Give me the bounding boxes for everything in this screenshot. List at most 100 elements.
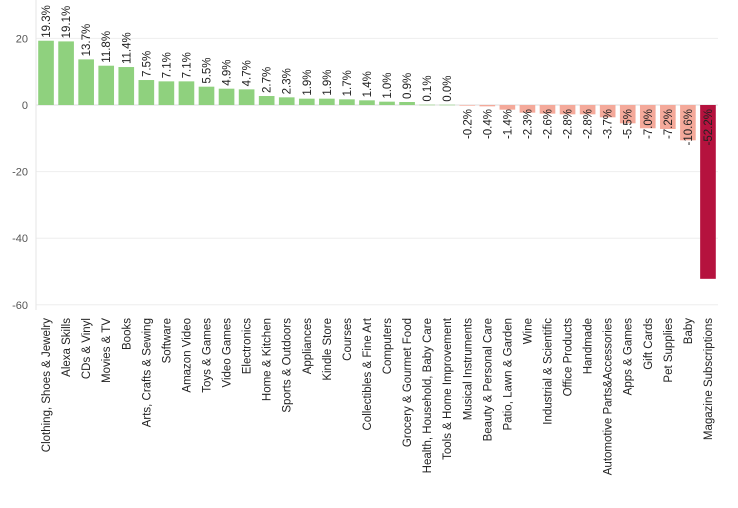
gridlines	[36, 37, 718, 306]
category-label: Home & Kitchen	[262, 318, 274, 401]
bar	[98, 65, 115, 105]
bar	[539, 105, 556, 114]
category-label: Video Games	[222, 318, 234, 388]
bar-value-label: 1.9%	[322, 69, 334, 95]
bar	[319, 98, 335, 105]
bar-value-label: -7.2%	[663, 109, 675, 139]
bar	[339, 99, 355, 105]
bar-value-label: 4.7%	[242, 60, 254, 86]
bar-value-label: -0.4%	[482, 109, 494, 139]
bar	[359, 100, 375, 105]
bar-value-label: 7.5%	[141, 51, 153, 77]
bar-value-label: 0.9%	[402, 73, 414, 99]
bar-value-label: -2.6%	[543, 109, 555, 139]
bar	[559, 105, 576, 115]
bar	[599, 105, 616, 118]
bar-value-label: 0.0%	[442, 75, 454, 101]
bar-value-label: -2.8%	[563, 109, 575, 139]
bar-value-label: 7.1%	[181, 52, 193, 78]
category-label: Tools & Home Improvement	[442, 317, 454, 460]
bar	[499, 105, 516, 110]
bar-value-label: 5.5%	[202, 57, 214, 83]
bar-value-label: -3.7%	[603, 109, 615, 139]
category-label: CDs & Vinyl	[81, 318, 93, 379]
bar	[660, 105, 676, 129]
category-labels: Clothing, Shoes & Jewelry Alexa Skills CDs…	[41, 317, 715, 475]
bar	[198, 86, 215, 105]
bar-value-label: 13.7%	[81, 24, 93, 57]
bar	[118, 67, 135, 105]
bar	[619, 105, 636, 124]
category-label: Computers	[382, 318, 394, 374]
bar-value-label: -10.6%	[683, 109, 695, 145]
bar-value-label: 19.1%	[61, 6, 73, 39]
category-label: Clothing, Shoes & Jewelry	[41, 318, 53, 452]
category-label: Books	[121, 318, 133, 350]
bar	[459, 105, 476, 106]
y-tick-label: -60	[12, 300, 28, 312]
bar	[258, 96, 275, 105]
bar	[579, 105, 596, 115]
category-label: Patio, Lawn & Garden	[502, 318, 514, 431]
category-label: Appliances	[302, 318, 314, 375]
bar	[238, 89, 255, 105]
bar-value-label: 1.4%	[362, 71, 374, 97]
bar-value-label: -0.2%	[462, 109, 474, 139]
category-label: Apps & Games	[623, 318, 635, 396]
category-label: Electronics	[242, 318, 254, 374]
bar-value-label: 1.0%	[382, 72, 394, 98]
category-label: Courses	[342, 318, 354, 361]
y-axis: 20 0 -20 -40 -60	[12, 0, 37, 312]
y-tick-label: -20	[12, 167, 28, 179]
category-label: Musical Instruments	[462, 318, 474, 421]
category-label: Movies & TV	[101, 318, 113, 383]
value-labels: 19.3% 19.1% 13.7% 11.8% 11.4% 7.5% 7.1% 7.1% 5.5…	[41, 5, 715, 145]
category-label: Kindle Store	[322, 318, 334, 381]
bar	[298, 98, 315, 105]
bar	[78, 59, 94, 105]
category-label: Health, Household, Baby Care	[422, 318, 434, 473]
category-label: Grocery & Gourmet Food	[402, 318, 414, 447]
bar	[158, 81, 175, 105]
bar-value-label: 11.4%	[121, 32, 133, 64]
category-label: Wine	[522, 318, 534, 344]
bar	[639, 105, 656, 129]
category-label: Arts, Crafts & Sewing	[141, 318, 153, 427]
category-label: Handmade	[583, 318, 595, 374]
bar-value-label: 1.9%	[302, 69, 314, 95]
bar-value-label: 11.8%	[101, 31, 113, 63]
bar	[379, 101, 395, 105]
category-label: Office Products	[563, 318, 575, 397]
bar	[399, 102, 415, 105]
category-label: Automotive Parts&Accessories	[603, 318, 615, 475]
category-label: Industrial & Scientific	[543, 318, 555, 425]
y-tick-label: 0	[22, 100, 28, 112]
category-label: Alexa Skills	[61, 318, 73, 377]
bar	[680, 105, 696, 141]
bar-value-label: -5.5%	[623, 109, 635, 139]
category-label: Gift Cards	[643, 318, 655, 370]
category-label: Magazine Subscriptions	[703, 318, 715, 440]
bar-value-label: 7.1%	[161, 52, 173, 78]
y-tick-label: -40	[12, 233, 28, 245]
category-label: Pet Supplies	[663, 318, 675, 383]
bar	[519, 105, 536, 113]
category-label: Baby	[683, 318, 695, 344]
bar-value-label: -2.8%	[583, 109, 595, 139]
bar-value-label: -52.2%	[703, 109, 715, 145]
bar-value-label: 1.7%	[342, 70, 354, 96]
category-label: Amazon Video	[181, 318, 193, 393]
category-label: Toys & Games	[202, 318, 214, 393]
y-tick-label: 20	[16, 33, 28, 45]
category-label: Beauty & Personal Care	[482, 318, 494, 441]
bar	[138, 80, 155, 105]
bar-value-label: 0.1%	[422, 75, 434, 101]
bar-value-label: 19.3%	[41, 5, 53, 38]
bar	[38, 40, 54, 105]
bar	[700, 105, 716, 279]
bar-value-label: 4.9%	[222, 59, 234, 85]
bar-value-label: -2.3%	[522, 109, 534, 139]
bar-value-label: 2.3%	[282, 68, 294, 94]
bar	[178, 81, 195, 105]
bar	[58, 41, 74, 105]
